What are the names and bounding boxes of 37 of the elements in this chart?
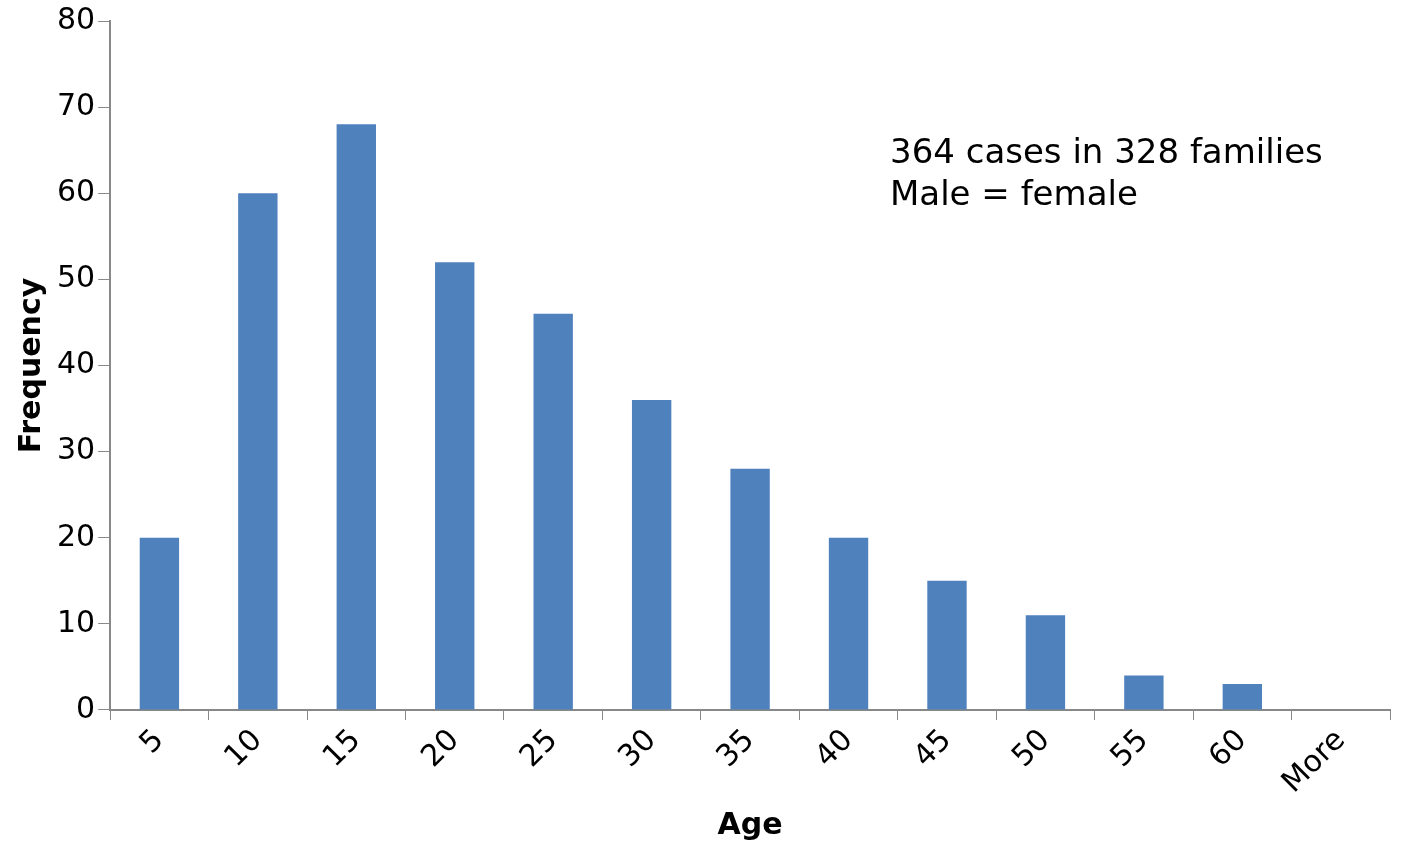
bar xyxy=(533,313,573,710)
y-tick-label: 60 xyxy=(56,173,96,209)
y-tick-label: 10 xyxy=(56,603,96,639)
y-tick-label: 40 xyxy=(56,345,96,381)
x-tick-label: 30 xyxy=(610,721,663,774)
y-tick-label: 50 xyxy=(56,259,96,295)
y-tick-label: 80 xyxy=(56,0,96,36)
bar xyxy=(828,537,869,710)
x-tick-label: 40 xyxy=(807,721,859,774)
bar xyxy=(238,193,278,710)
bar xyxy=(1025,615,1066,710)
bar xyxy=(139,537,180,710)
x-tick-label: 25 xyxy=(511,721,564,774)
bar xyxy=(927,580,967,710)
bar xyxy=(631,399,672,710)
y-tick-label: 70 xyxy=(56,86,96,122)
bar xyxy=(435,262,475,710)
y-axis-title: Frequency xyxy=(11,277,47,454)
x-tick-label: 20 xyxy=(413,721,466,774)
x-tick-label: 55 xyxy=(1102,721,1155,774)
bar xyxy=(1124,675,1164,710)
x-axis-title: Age xyxy=(717,805,783,841)
y-tick-label: 30 xyxy=(56,431,96,467)
bar xyxy=(336,124,376,710)
bar xyxy=(730,468,770,710)
x-tick-label: 50 xyxy=(1004,721,1056,774)
x-tick-label: 35 xyxy=(708,721,761,774)
bar xyxy=(1222,684,1263,710)
annotation: 364 cases in 328 families xyxy=(890,130,1323,172)
y-tick-label: 0 xyxy=(76,689,96,725)
x-tick-label: 10 xyxy=(216,721,269,774)
x-tick-label: 5 xyxy=(131,721,170,760)
x-tick-label: 45 xyxy=(905,721,958,774)
x-tick-label: 60 xyxy=(1201,721,1253,774)
y-tick-label: 20 xyxy=(56,517,96,553)
annotation: Male = female xyxy=(890,172,1139,214)
x-tick-label: 15 xyxy=(315,721,367,774)
